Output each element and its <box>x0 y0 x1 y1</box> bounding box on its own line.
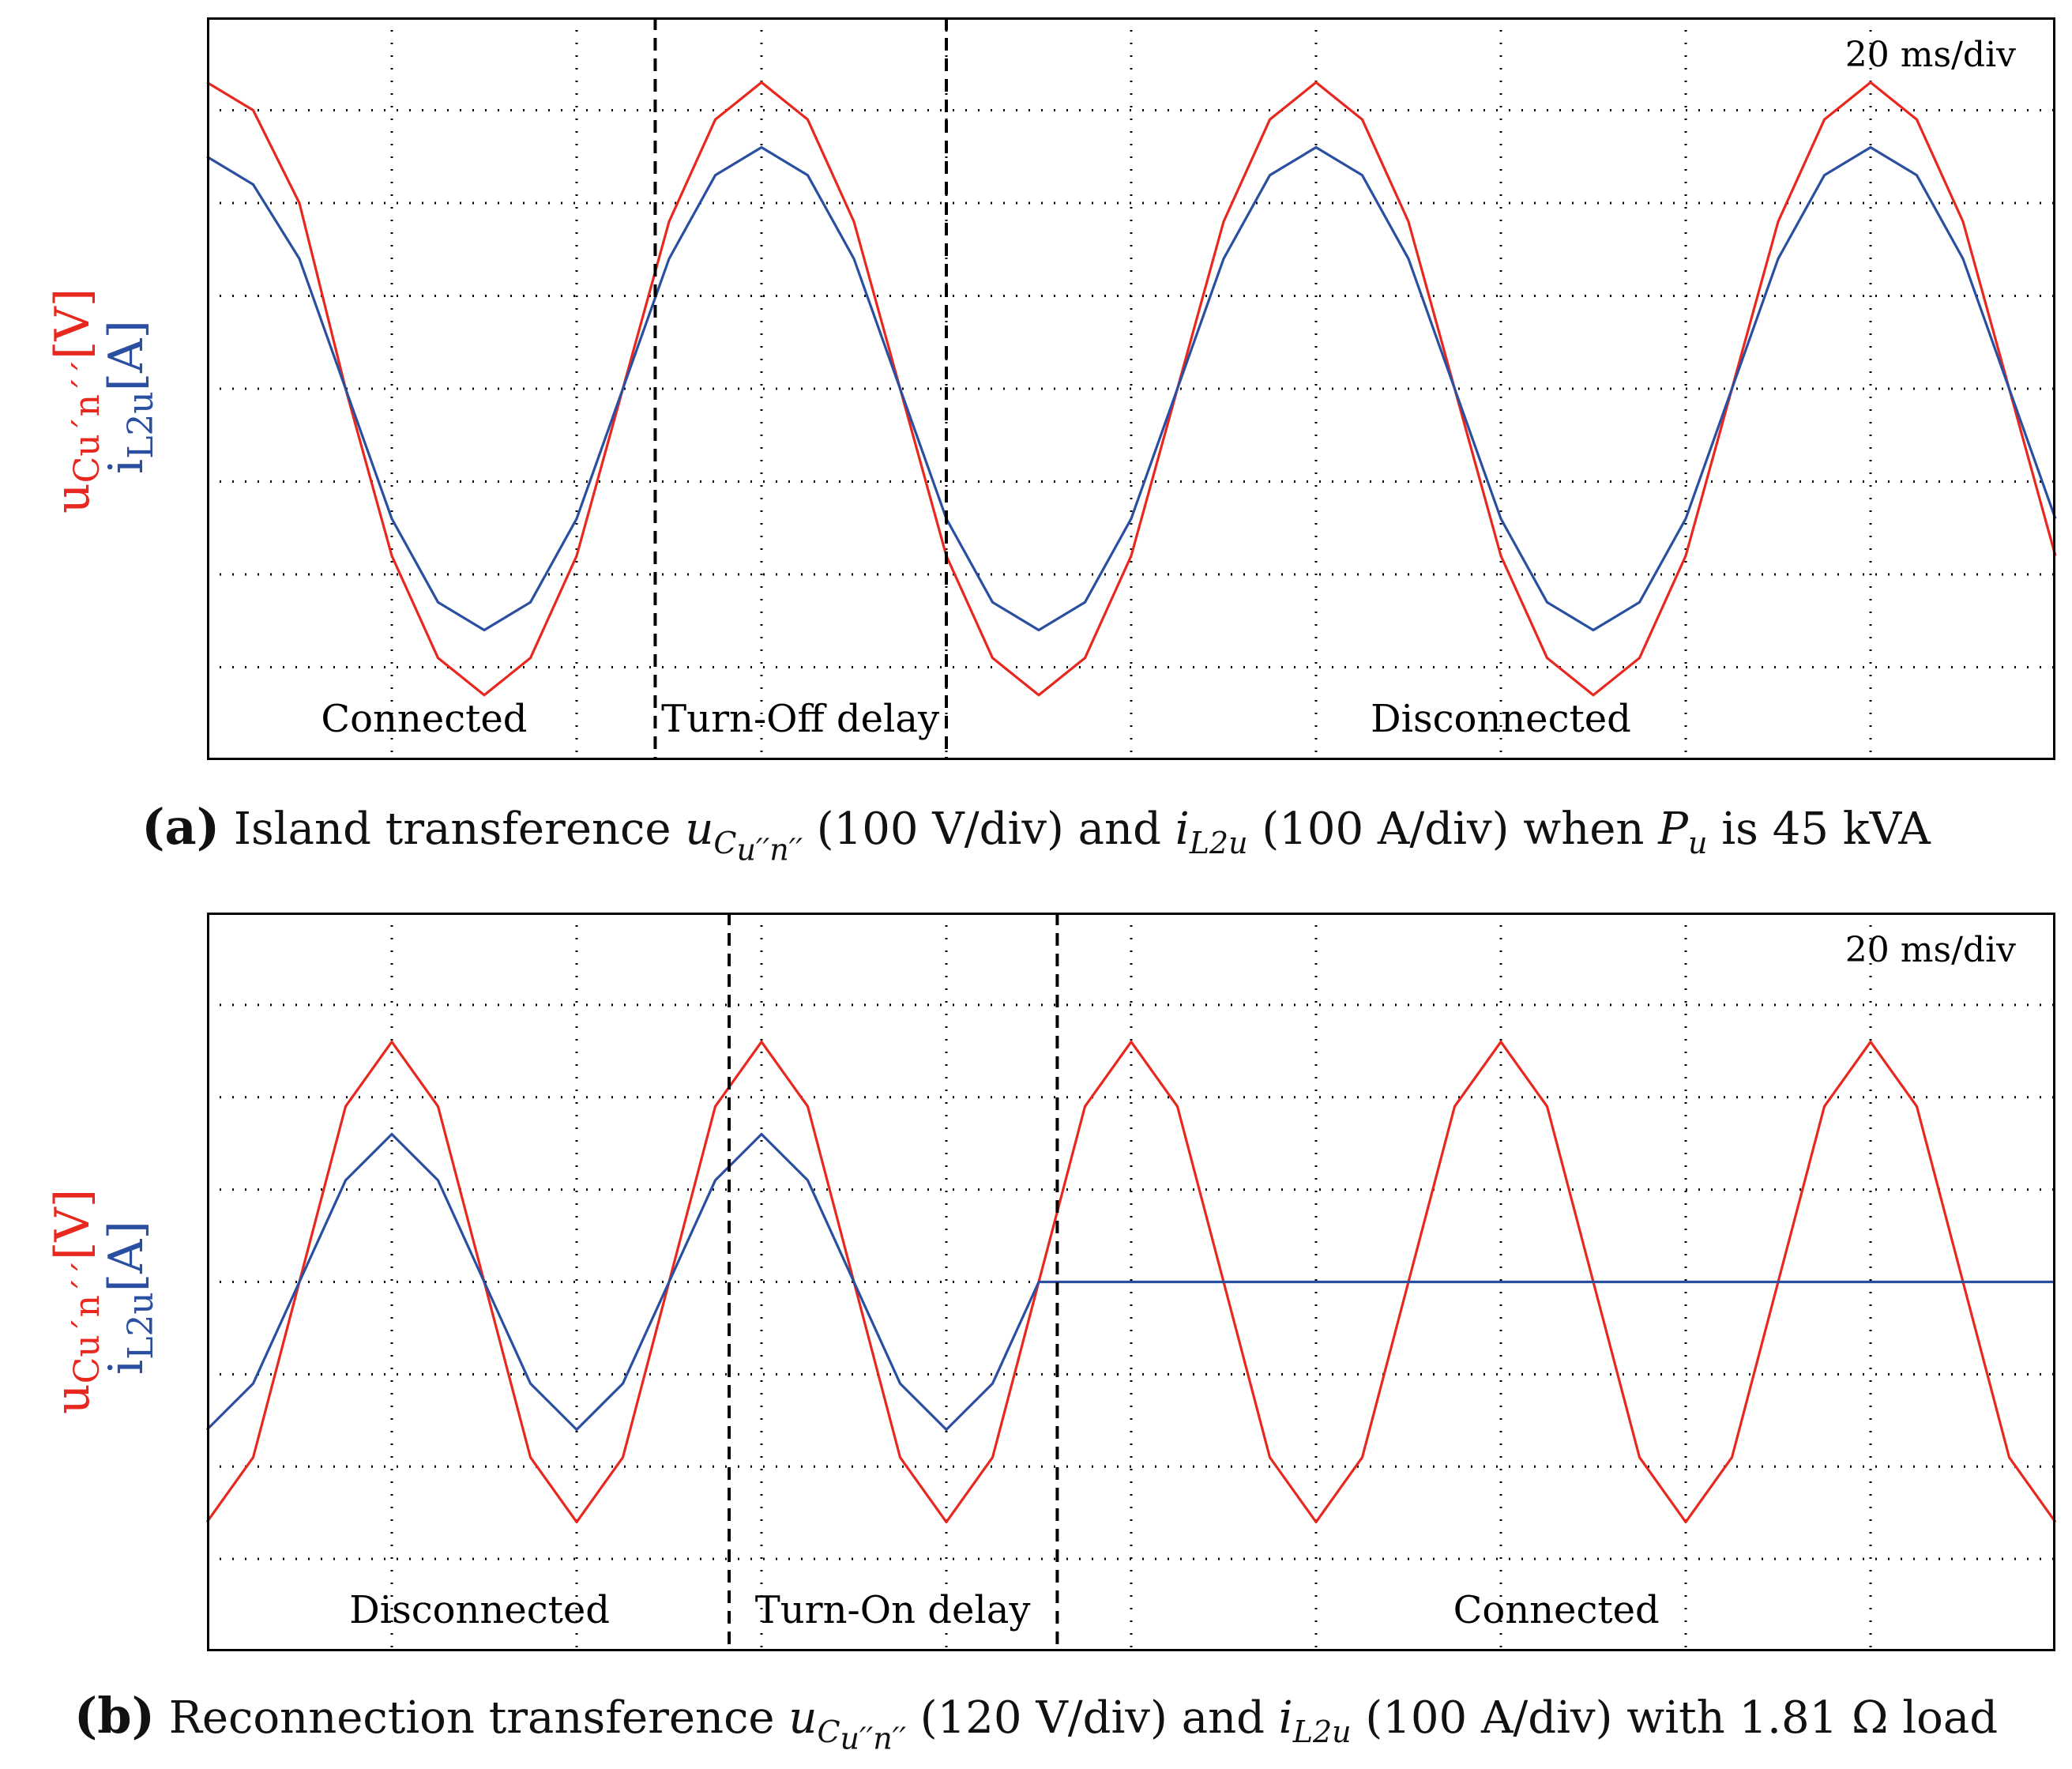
caption-a: (a) Island transference uCu′′n′′ (100 V/… <box>141 798 1931 868</box>
region-label: Connected <box>321 697 528 741</box>
current-trace <box>205 1132 2055 1432</box>
voltage-axis-label: uCu´n´´[V] <box>45 288 107 514</box>
region-label: Connected <box>1453 1588 1660 1632</box>
current-axis-label: iL2u[A] <box>99 320 161 474</box>
current-axis-label: iL2u[A] <box>99 1221 161 1375</box>
y-axis-label-a: uCu´n´´[V] <box>45 288 107 514</box>
plot-frame <box>207 913 2055 1651</box>
timebase-label: 20 ms/div <box>1844 930 2016 970</box>
scope-panel-b: 20 ms/div Disconnected Turn-On delay Con… <box>205 913 2057 1651</box>
y-axis-label-b-current: iL2u[A] <box>99 1221 161 1375</box>
voltage-axis-label: uCu´n´´[V] <box>45 1188 107 1414</box>
scope-plot-b <box>205 913 2057 1651</box>
y-axis-label-b: uCu´n´´[V] <box>45 1189 107 1414</box>
timebase-label: 20 ms/div <box>1844 35 2016 75</box>
scope-plot-a <box>206 17 2057 760</box>
region-label: Turn-Off delay <box>661 697 940 741</box>
current-trace <box>206 145 2057 632</box>
region-label: Disconnected <box>349 1588 611 1632</box>
voltage-trace <box>205 1041 2057 1523</box>
region-label: Disconnected <box>1371 697 1631 741</box>
plot-frame <box>207 17 2055 760</box>
caption-b: (b) Reconnection transference uCu′′n′′ (… <box>73 1687 1999 1756</box>
y-axis-label-a-current: iL2u[A] <box>99 320 161 474</box>
voltage-trace <box>206 81 2057 697</box>
region-label: Turn-On delay <box>754 1588 1031 1632</box>
scope-panel-a: 20 ms/div Connected Turn-Off delay Disco… <box>206 17 2057 760</box>
